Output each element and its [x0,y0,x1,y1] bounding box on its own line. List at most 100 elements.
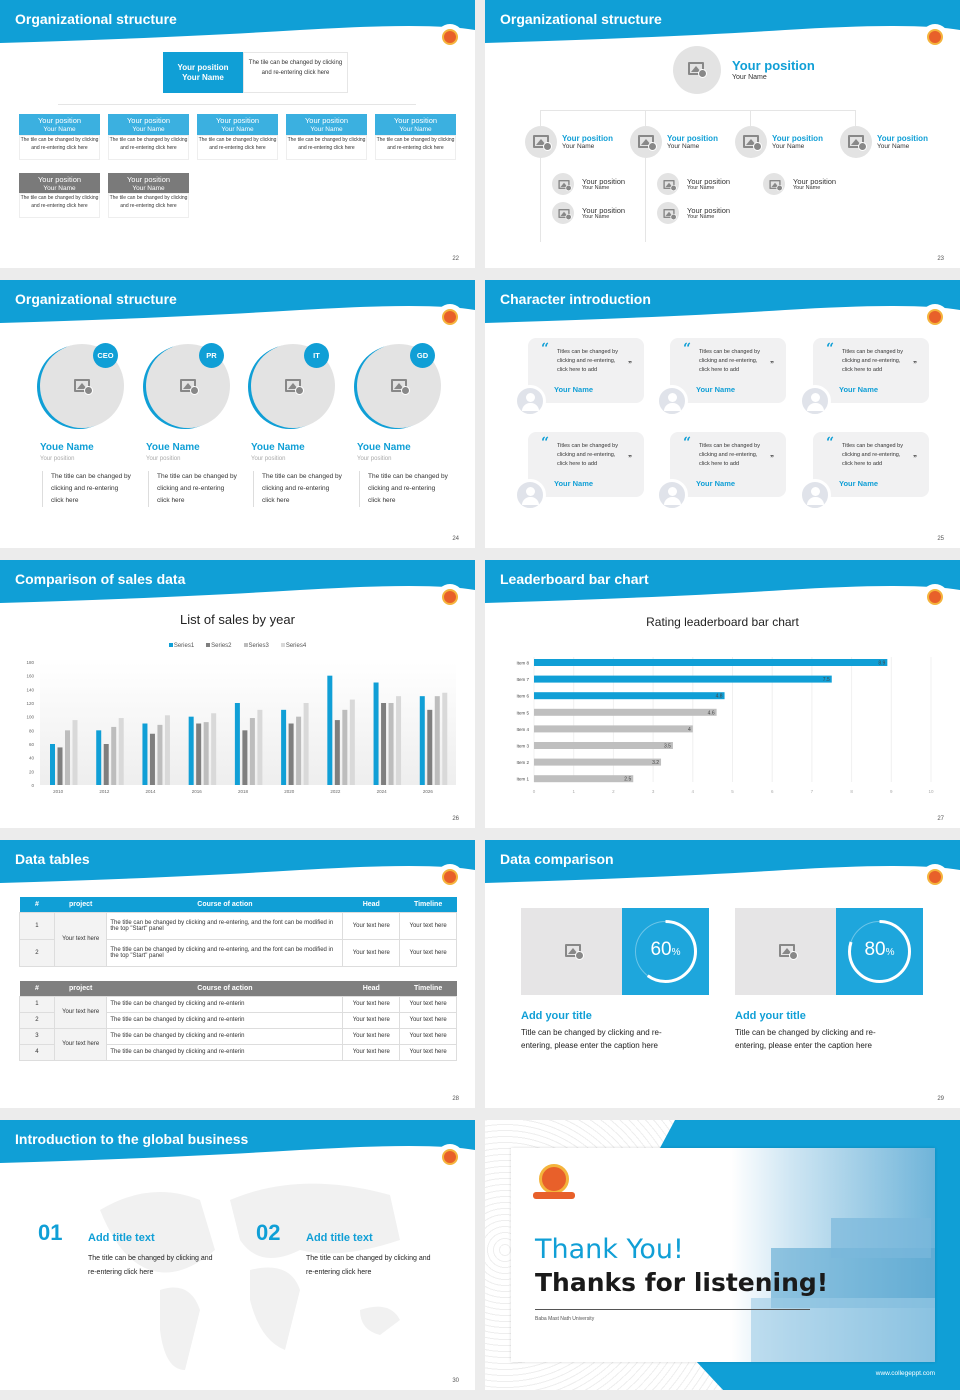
lawn [751,1298,935,1362]
column-header: Head [362,900,380,908]
member-name: Youe Name [251,442,305,453]
y-tick-label: 0 [31,783,34,788]
image-placeholder-icon[interactable] [769,179,783,192]
position-box-header[interactable]: Your position Your Name [108,173,189,193]
image-placeholder-icon[interactable] [533,135,552,151]
image-placeholder-icon[interactable] [558,179,572,192]
slide-4[interactable]: Character introduction 25 “ Titles can be c… [485,280,960,548]
image-panel[interactable] [735,908,836,995]
photo-circle[interactable] [40,344,124,428]
open-quote-icon: “ [826,341,835,357]
bar-Series3-2024 [388,703,394,785]
image-panel[interactable] [521,908,622,995]
quote-card[interactable] [528,432,644,497]
position-box-header[interactable]: Your position Your Name [197,114,278,135]
quote-card[interactable] [813,338,929,403]
item-title: Add your title [521,1010,592,1022]
item-text: The title can be changed by clicking and… [306,1255,431,1276]
position-box-description: The tile can be changed by clicking and … [108,135,189,160]
image-placeholder-icon[interactable] [391,379,410,395]
quote-text: Titles can be changed by clicking and re… [699,443,760,467]
data-label: 3.2 [652,760,659,766]
bar-Series2-2022 [334,720,340,785]
plot-area [40,662,456,785]
bar-Series2-2012 [103,744,109,785]
row-number: 2 [19,938,55,967]
continent-shape [250,1267,300,1350]
open-quote-icon: “ [541,435,550,451]
card-name: Your Name [554,479,594,488]
bar-Series4-2020 [303,703,309,785]
slide-10[interactable]: Thank You! Thanks for listening! Baba Mast… [485,1120,960,1390]
image-placeholder-icon[interactable] [74,379,93,395]
image-placeholder-icon[interactable] [663,179,677,192]
slide-1[interactable]: Organizational structure 22 Your position Y… [0,0,475,268]
position-label: Your position [667,134,718,143]
bar-Series4-2018 [257,709,263,785]
slide-2[interactable]: Organizational structure 23 Your position Y… [485,0,960,268]
slide-5[interactable]: Comparison of sales data 26 List of sales … [0,560,475,828]
position-box-header[interactable]: Your position Your Name [108,114,189,135]
image-placeholder-icon[interactable] [663,208,677,221]
top-position-box[interactable]: Your position Your Name [163,52,243,93]
position-box-description: The tile can be changed by clicking and … [197,135,278,160]
position-box-header[interactable]: Your position Your Name [19,114,100,135]
logo-emblem-icon [442,869,458,885]
image-placeholder-icon[interactable] [743,135,762,151]
slide-6[interactable]: Leaderboard bar chart 27 Rating leaderboar… [485,560,960,828]
avatar-circle[interactable] [552,173,574,195]
name-label: Your Name [877,143,910,150]
x-tick-label: 7 [811,789,814,794]
x-tick-label: 10 [928,789,934,794]
thank-you-heading: Thank You! [535,1234,684,1265]
page-number: 22 [452,256,459,262]
avatar-circle[interactable] [552,202,574,224]
image-placeholder-icon[interactable] [565,944,584,960]
avatar-circle[interactable] [840,126,872,158]
y-tick-label: 20 [29,769,35,774]
avatar-circle[interactable] [525,126,557,158]
image-placeholder-icon[interactable] [848,135,867,151]
quote-card[interactable] [670,338,786,403]
position-box-header[interactable]: Your position Your Name [286,114,367,135]
position-label: Your position [37,116,82,125]
slide-3[interactable]: Organizational structure 24 CEO Youe Name Yo… [0,280,475,548]
image-placeholder-icon[interactable] [180,379,199,395]
image-placeholder-icon[interactable] [558,208,572,221]
position-label: Your position [126,116,171,125]
table-row: 3 Your text here The title can be changed … [19,1027,457,1061]
card-name: Your Name [839,385,879,394]
avatar-body [807,403,824,411]
bar-Series1-2010 [50,744,55,785]
progress-panel: 80% [836,908,923,995]
quote-text: Titles can be changed by clicking and re… [557,443,618,467]
image-placeholder-icon[interactable] [688,62,707,78]
avatar-circle[interactable] [657,202,679,224]
connector-line [540,110,856,111]
slide-8[interactable]: Data comparison 29 60% Add your title Title … [485,840,960,1108]
avatar-circle[interactable] [763,173,785,195]
data-label: 3.5 [664,744,671,750]
avatar-circle[interactable] [673,46,721,94]
position-box-header[interactable]: Your position Your Name [19,173,100,193]
bar-Item 8 [534,659,888,666]
slide-9[interactable]: Introduction to the global business 30 01 A… [0,1120,475,1390]
x-tick-label: 2 [612,789,615,794]
slide-7[interactable]: Data tables 28 # project Course of action Hea… [0,840,475,1108]
photo-circle[interactable] [251,344,335,428]
avatar-circle[interactable] [735,126,767,158]
open-quote-icon: “ [683,435,692,451]
image-placeholder-icon[interactable] [779,944,798,960]
quote-card[interactable] [528,338,644,403]
avatar-circle[interactable] [657,173,679,195]
header-wave [485,0,960,43]
logo-emblem-icon [927,309,943,325]
header-row: # project Course of action Head Timeline [19,897,457,912]
image-placeholder-icon[interactable] [638,135,657,151]
y-tick-label: Item 4 [516,727,529,732]
quote-card[interactable] [670,432,786,497]
quote-card[interactable] [813,432,929,497]
avatar-circle[interactable] [630,126,662,158]
position-box-header[interactable]: Your position Your Name [375,114,456,135]
image-placeholder-icon[interactable] [285,379,304,395]
